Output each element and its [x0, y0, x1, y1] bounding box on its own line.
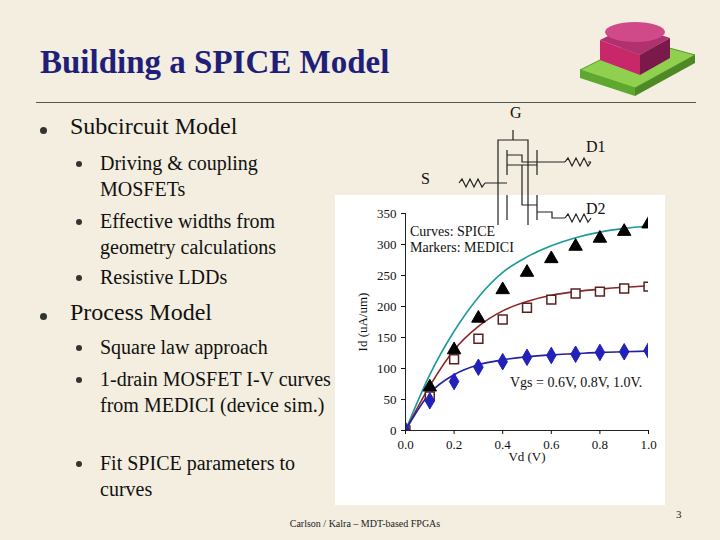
svg-text:250: 250 — [377, 268, 397, 283]
svg-text:Vd (V): Vd (V) — [508, 449, 545, 464]
html-text:D2: D2 — [586, 200, 606, 217]
html-text:Process Model: Process Model — [70, 299, 212, 325]
html-text:Fit SPICE parameters to curves: Fit SPICE parameters to curves — [100, 452, 295, 500]
html-text:Markers: MEDICI: Markers: MEDICI — [410, 240, 514, 255]
svg-text:0.0: 0.0 — [397, 437, 413, 452]
html-text:1-drain MOSFET I-V curves from: 1-drain MOSFET I-V curves from MEDICI (d… — [100, 368, 331, 416]
html-text:Resistive LDDs: Resistive LDDs — [100, 266, 228, 288]
html-text:Subcircuit Model: Subcircuit Model — [70, 113, 238, 139]
html-text:Driving & coupling MOSFETs: Driving & coupling MOSFETs — [100, 152, 258, 200]
html-text:Carlson / Kalra – MDT-based FP: Carlson / Kalra – MDT-based FPGAs — [289, 518, 441, 529]
svg-text:150: 150 — [377, 330, 397, 345]
html-text:Square law approach: Square law approach — [100, 336, 268, 358]
svg-text:1.0: 1.0 — [640, 437, 656, 452]
html-text:G: G — [510, 104, 522, 121]
svg-text:0.2: 0.2 — [446, 437, 462, 452]
svg-text:0.6: 0.6 — [543, 437, 560, 452]
svg-text:350: 350 — [377, 206, 397, 221]
svg-text:300: 300 — [377, 237, 397, 252]
svg-text:50: 50 — [384, 392, 397, 407]
svg-text:0: 0 — [390, 423, 397, 438]
html-text:S: S — [421, 170, 430, 187]
svg-text:Id (uA/um): Id (uA/um) — [355, 293, 370, 352]
html-text:3: 3 — [676, 508, 682, 520]
svg-text:200: 200 — [377, 299, 397, 314]
html-text:Effective widths from geometry: Effective widths from geometry calculati… — [100, 210, 276, 258]
svg-text:100: 100 — [377, 361, 397, 376]
html-text:Vgs = 0.6V, 0.8V, 1.0V.: Vgs = 0.6V, 0.8V, 1.0V. — [510, 375, 643, 390]
html-text:D1: D1 — [586, 138, 606, 155]
html-text:Curves: SPICE: Curves: SPICE — [410, 224, 496, 239]
svg-text:0.8: 0.8 — [592, 437, 608, 452]
svg-text:0.4: 0.4 — [494, 436, 511, 452]
html-text:Building a SPICE Model: Building a SPICE Model — [40, 44, 390, 80]
